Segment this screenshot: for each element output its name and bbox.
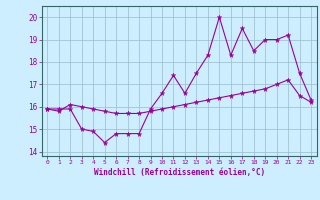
X-axis label: Windchill (Refroidissement éolien,°C): Windchill (Refroidissement éolien,°C) xyxy=(94,168,265,177)
